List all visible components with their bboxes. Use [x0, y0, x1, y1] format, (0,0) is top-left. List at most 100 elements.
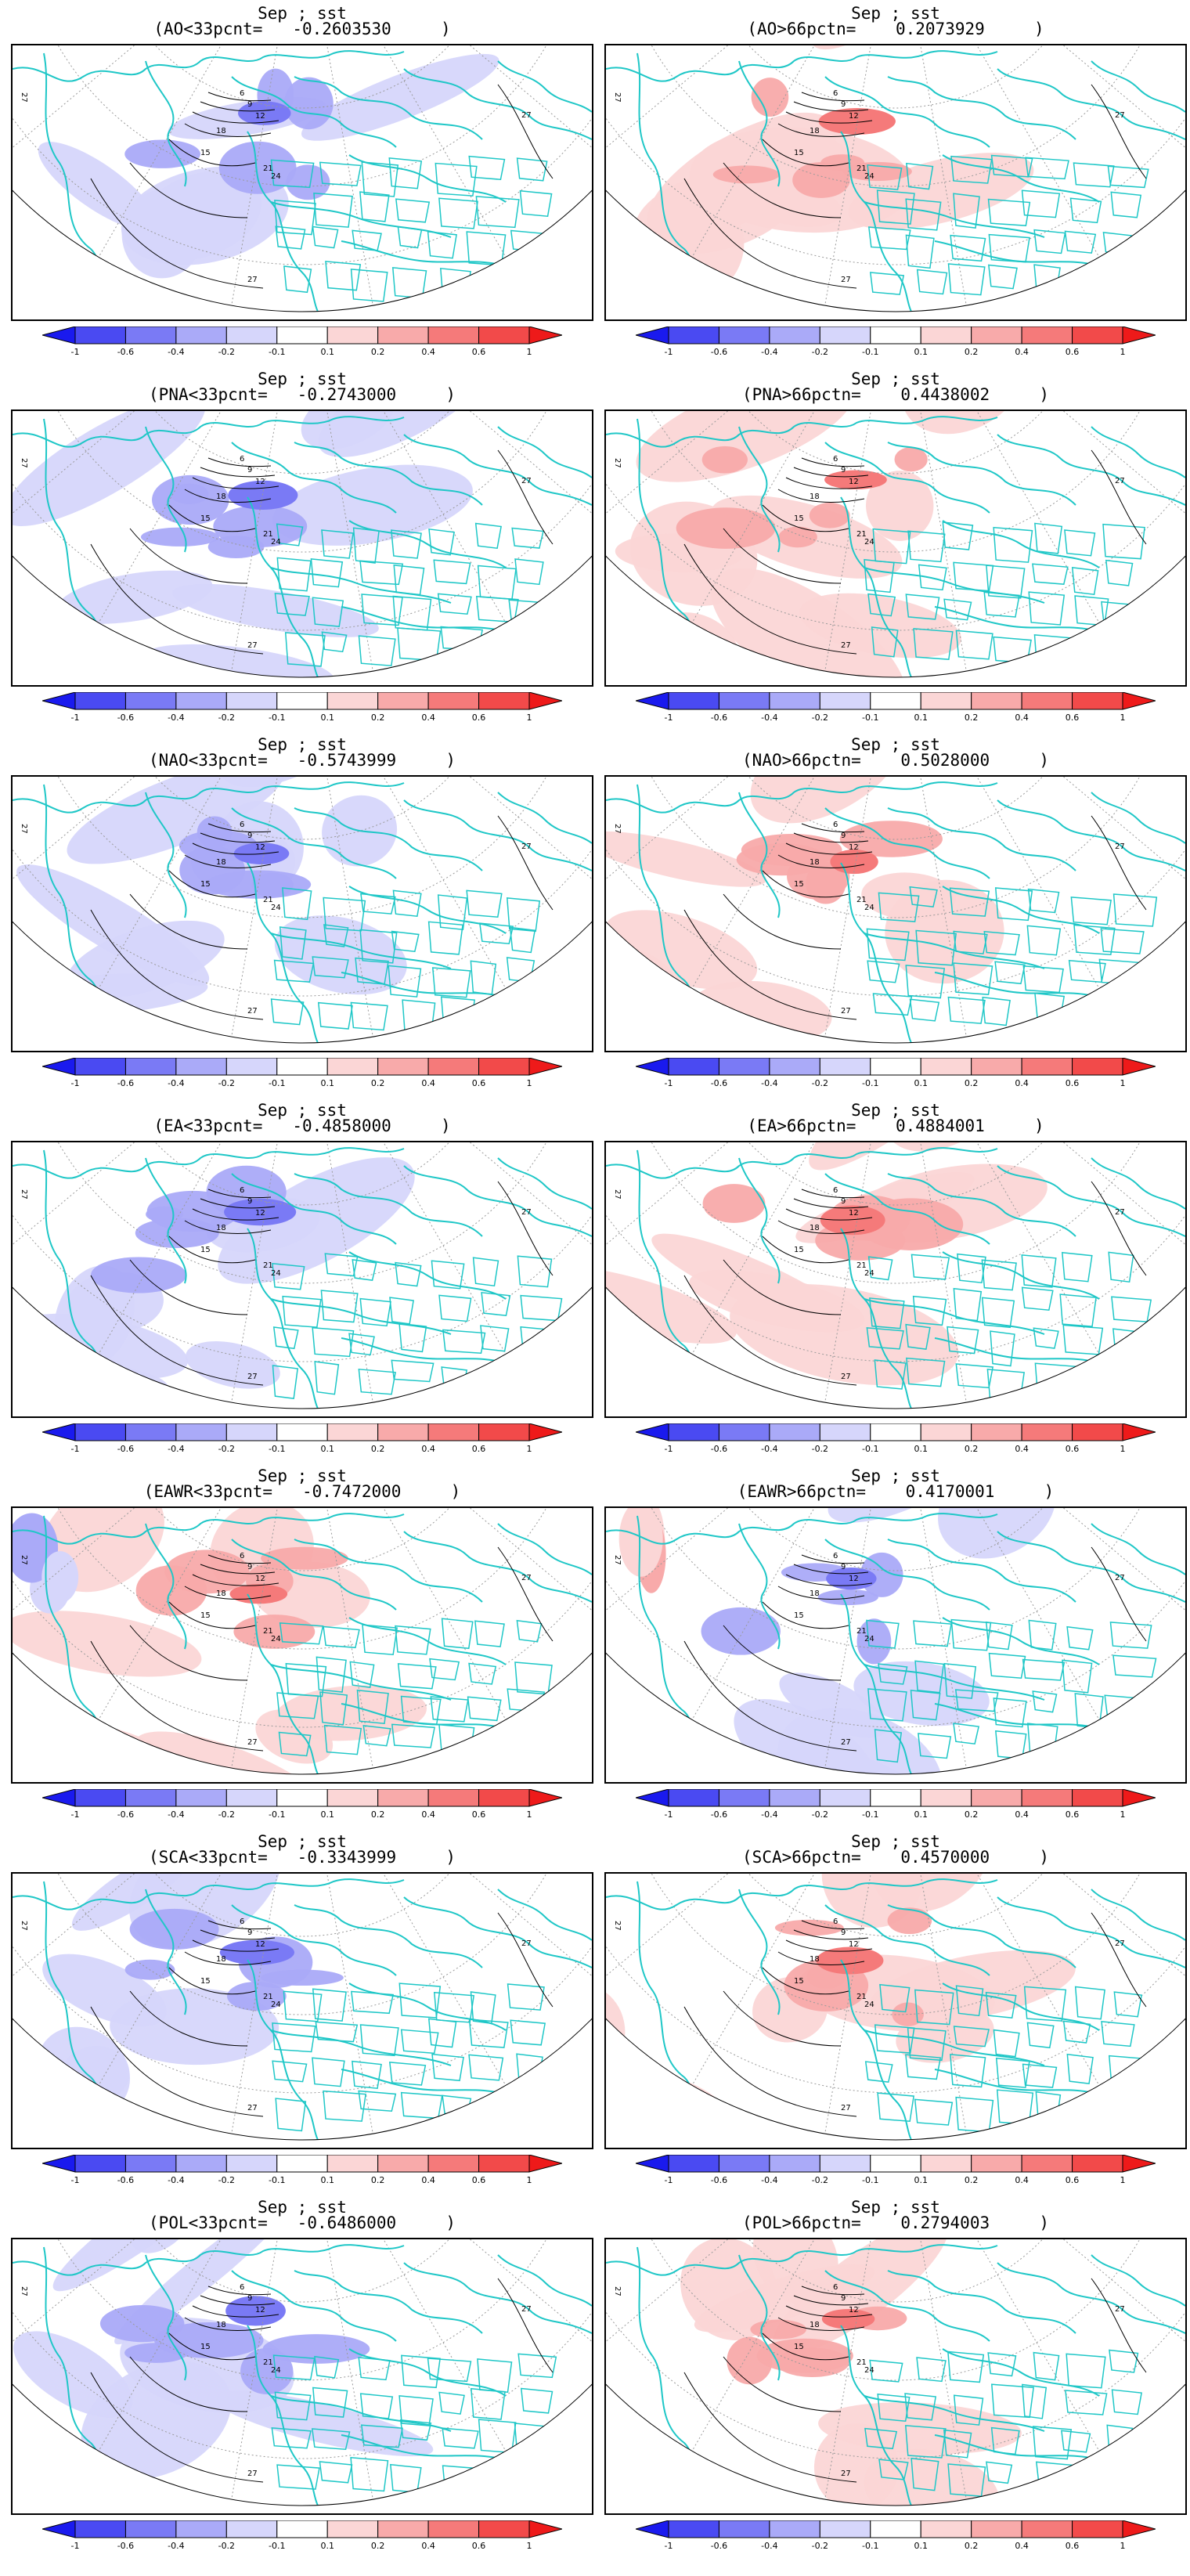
- anomaly-core: [824, 470, 887, 490]
- colorbar-arrow-left: [42, 1058, 76, 1076]
- country-border: [905, 965, 946, 999]
- sst-contour: [90, 2006, 264, 2117]
- coastline: [738, 1523, 781, 1650]
- country-border: [468, 2054, 504, 2081]
- contour-label: 18: [810, 1224, 820, 1232]
- country-border: [866, 928, 910, 961]
- sst-contour: [762, 2332, 849, 2361]
- contour-label: 27: [1115, 1208, 1125, 1217]
- coastline: [824, 807, 990, 879]
- contour-label: 27: [521, 1574, 532, 1582]
- contour-label: 27: [1115, 1939, 1125, 1948]
- country-border: [955, 2096, 994, 2133]
- coastline: [231, 1904, 397, 1976]
- country-border: [878, 2459, 909, 2480]
- sst-panel: Sep ; sst (NAO<33pcnt= -0.5743999 ) 6 9 12 18…: [11, 736, 593, 1104]
- country-border: [312, 1988, 347, 2022]
- country-border: [1074, 1986, 1105, 2020]
- colorbar-box: [427, 327, 480, 345]
- country-border: [1109, 2349, 1139, 2373]
- sst-panel: Sep ; sst (EAWR>66pctn= 0.4170001 ) 6 9 12 18…: [604, 1467, 1187, 1835]
- sst-contour: [184, 854, 272, 868]
- sst-contour: [207, 1189, 272, 1199]
- country-border: [520, 1294, 563, 1322]
- contour-label: 21: [856, 1261, 867, 1270]
- coastline: [942, 520, 1100, 568]
- anomaly-core: [224, 1198, 297, 1226]
- panel-title: Sep ; sst: [258, 4, 347, 23]
- colorbar-box: [819, 692, 871, 710]
- contour-label: 27: [1115, 477, 1125, 485]
- meridian-line: [301, 1874, 592, 1884]
- contour-label: 24: [864, 904, 874, 912]
- country-border: [988, 264, 1018, 290]
- colorbar-box: [377, 2520, 429, 2538]
- meridian-line: [301, 1874, 522, 2113]
- colorbar-tick-label: -0.6: [117, 1809, 134, 1820]
- contour-label: 15: [794, 2343, 804, 2351]
- country-border: [867, 1688, 907, 1722]
- sst-contour: [90, 543, 264, 655]
- coastline: [270, 1298, 452, 1335]
- country-border: [986, 1369, 1026, 1401]
- country-border: [1112, 1328, 1141, 1357]
- colorbar-tick-label: 0.4: [1015, 2541, 1029, 2551]
- coastline: [13, 2244, 405, 2276]
- country-border: [1100, 928, 1145, 954]
- colorbar-box: [920, 692, 972, 710]
- coastline: [864, 567, 1045, 604]
- country-border: [395, 1625, 431, 1655]
- coastline: [840, 1593, 920, 1774]
- country-border: [943, 598, 972, 621]
- contour-label: 18: [810, 127, 820, 135]
- latitude-line: [20, 777, 585, 918]
- colorbar-arrow-right: [528, 2155, 562, 2173]
- colorbar-box: [870, 1789, 921, 1807]
- country-border: [351, 1990, 395, 2015]
- coastline: [942, 2348, 1100, 2397]
- country-border: [1028, 1619, 1057, 1651]
- country-border: [955, 1985, 984, 2017]
- sst-contour: [168, 870, 256, 898]
- colorbar-tick-label: -0.4: [168, 2541, 184, 2551]
- country-border: [517, 1255, 553, 1288]
- country-border: [995, 2057, 1030, 2088]
- country-border: [879, 1983, 911, 2013]
- coastline: [1091, 426, 1185, 478]
- colorbar-tick-label: -0.4: [168, 1809, 184, 1820]
- latitude-line: [613, 1508, 1178, 1650]
- anomaly-blob: [751, 78, 789, 117]
- meridian-line: [301, 1874, 379, 2140]
- map-frame: 6 9 12 18 15 21 24 27 27 27: [11, 1506, 593, 1784]
- sst-contour: [1091, 1912, 1147, 2008]
- colorbar: -1 -0.6 -0.4 -0.2 -0.1 0.1 0.2 0.4 0.6 1: [42, 1058, 562, 1088]
- country-border: [947, 263, 986, 296]
- colorbar-tick-label: 0.2: [965, 713, 979, 723]
- country-border: [1108, 1251, 1134, 1283]
- coastline: [145, 426, 187, 553]
- contour-label: 6: [240, 1918, 244, 1926]
- anomaly-blob: [712, 165, 781, 184]
- colorbar-box: [124, 327, 177, 345]
- contour-label: 27: [613, 1189, 622, 1200]
- country-border: [1022, 965, 1064, 994]
- coastline: [145, 60, 187, 187]
- sst-contour: [762, 1967, 849, 1995]
- country-border: [1034, 992, 1066, 1020]
- meridian-line: [895, 1508, 1185, 1650]
- colorbar-arrow-left: [42, 692, 76, 710]
- country-border: [520, 1326, 555, 1354]
- panel-subtitle: (SCA>66pctn= 0.4570000 ): [742, 1848, 1049, 1867]
- colorbar-arrow-left: [636, 2520, 669, 2538]
- contour-label: 18: [810, 1589, 820, 1598]
- meridian-line: [606, 777, 896, 918]
- country-border: [323, 1625, 360, 1649]
- colorbar-box: [920, 1058, 972, 1076]
- anomaly-blob: [71, 1874, 197, 1931]
- colorbar-box: [276, 1058, 328, 1076]
- country-border: [877, 2393, 911, 2423]
- country-border: [442, 2465, 484, 2494]
- anomaly-blob: [736, 843, 828, 876]
- country-border: [905, 198, 942, 231]
